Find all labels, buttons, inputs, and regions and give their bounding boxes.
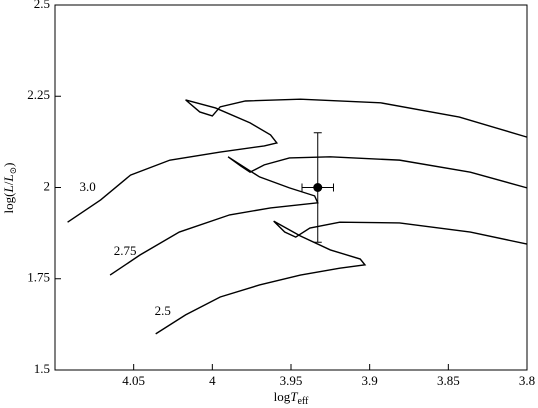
y-axis-title-part: /	[1, 181, 16, 185]
y-axis-title: log(L/L⊙)	[1, 163, 18, 214]
x-axis-title: logTeff	[274, 389, 309, 407]
y-axis-title-part: L	[1, 174, 16, 182]
y-tick-label: 2	[44, 178, 51, 193]
track-line	[109, 156, 528, 276]
track-label: 2.75	[114, 243, 137, 258]
x-tick-label: 3.9	[362, 373, 378, 388]
y-axis-title-part: log(	[1, 193, 16, 214]
track-line	[155, 220, 528, 335]
data-point	[313, 183, 323, 192]
x-tick-label: 3.8	[519, 373, 535, 388]
x-tick-label: 3.85	[437, 373, 460, 388]
x-axis-title-part: log	[274, 389, 291, 404]
x-axis-title-part: eff	[297, 396, 309, 407]
y-tick-label: 1.75	[27, 270, 50, 285]
plot-frame	[54, 4, 528, 371]
y-tick-label: 2.5	[34, 0, 50, 11]
x-axis-title-part: T	[290, 389, 298, 404]
x-tick-label: 4.05	[122, 373, 145, 388]
y-tick-label: 1.5	[34, 361, 50, 376]
track-line	[67, 98, 528, 223]
y-axis-title-part: L	[1, 185, 16, 193]
track-label: 2.5	[155, 303, 171, 318]
y-tick-label: 2.25	[27, 87, 50, 102]
x-tick-label: 3.95	[280, 373, 303, 388]
y-axis-title-part: )	[1, 163, 16, 167]
x-tick-label: 4	[209, 373, 216, 388]
track-label: 3.0	[79, 179, 95, 194]
y-axis-title-part: ⊙	[8, 167, 18, 175]
